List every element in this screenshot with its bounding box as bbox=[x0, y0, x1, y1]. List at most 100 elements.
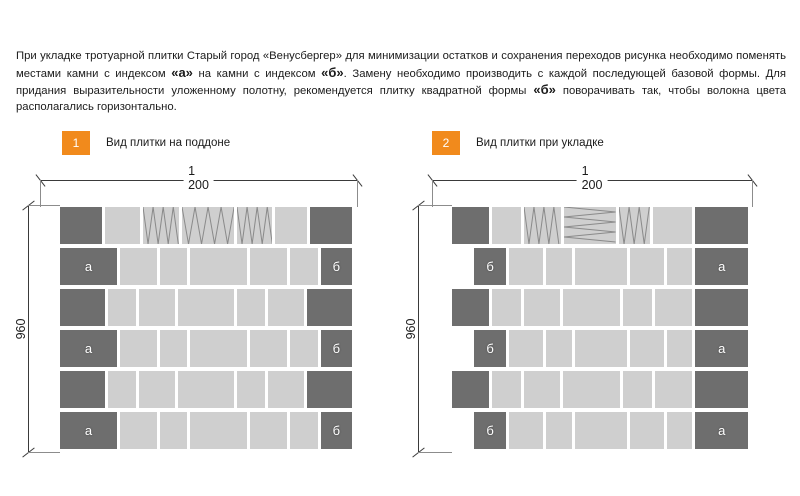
tile-hatched-vertical bbox=[181, 207, 234, 244]
tile-label: б bbox=[332, 259, 341, 274]
tile bbox=[268, 289, 305, 326]
tile-label: а bbox=[718, 259, 726, 274]
tile-row bbox=[60, 289, 352, 326]
tile bbox=[623, 371, 653, 408]
tile-b: б bbox=[474, 248, 507, 285]
tile bbox=[509, 412, 544, 449]
tile bbox=[178, 371, 234, 408]
tile-label: б bbox=[332, 341, 341, 356]
tile-a: а bbox=[695, 330, 748, 367]
extension-line-top bbox=[418, 205, 452, 206]
tile-row bbox=[60, 207, 352, 244]
panel-1-header: 1 Вид плитки на поддоне bbox=[62, 131, 230, 155]
tile bbox=[120, 248, 157, 285]
tile bbox=[563, 371, 621, 408]
tile bbox=[178, 289, 234, 326]
tile-row bbox=[452, 371, 748, 408]
tile-label: а bbox=[84, 341, 93, 356]
tile bbox=[546, 248, 572, 285]
tile bbox=[120, 412, 157, 449]
tile bbox=[250, 330, 288, 367]
tile-b: б bbox=[474, 330, 507, 367]
tile bbox=[523, 289, 561, 326]
dimension-line-vertical bbox=[28, 205, 29, 452]
tile-label: а bbox=[84, 259, 93, 274]
tile-row bbox=[60, 371, 352, 408]
tile bbox=[630, 330, 664, 367]
tile bbox=[139, 289, 176, 326]
dimension-line-vertical bbox=[418, 205, 419, 452]
tile bbox=[105, 207, 141, 244]
tile-b: б bbox=[474, 412, 507, 449]
tile bbox=[694, 371, 748, 408]
tile-hatched-vertical bbox=[618, 207, 650, 244]
tile bbox=[491, 207, 522, 244]
tile bbox=[309, 207, 352, 244]
tile bbox=[159, 330, 188, 367]
panel-2-badge: 2 bbox=[432, 131, 460, 155]
tile bbox=[452, 289, 489, 326]
tile bbox=[190, 248, 248, 285]
panel-1-badge: 1 bbox=[62, 131, 90, 155]
width-dimension-label: 1 200 bbox=[576, 164, 608, 192]
tile-b: б bbox=[320, 412, 352, 449]
tile bbox=[60, 207, 103, 244]
tile bbox=[509, 248, 544, 285]
tile bbox=[452, 371, 489, 408]
tile bbox=[574, 248, 628, 285]
tile-a: а bbox=[60, 248, 117, 285]
tile bbox=[307, 289, 352, 326]
tile-row bbox=[452, 207, 748, 244]
tile-label: а bbox=[84, 423, 93, 438]
tile bbox=[655, 371, 692, 408]
extension-line-bottom bbox=[28, 452, 60, 453]
tile bbox=[290, 330, 318, 367]
tile bbox=[159, 248, 188, 285]
tile-label: б bbox=[486, 423, 494, 438]
tile bbox=[630, 412, 664, 449]
tile bbox=[307, 371, 352, 408]
tile-a: а bbox=[695, 248, 748, 285]
tile bbox=[652, 207, 692, 244]
width-dimension-label: 1 200 bbox=[183, 164, 214, 192]
tile-row bbox=[452, 289, 748, 326]
tile bbox=[546, 330, 572, 367]
extension-line-right bbox=[752, 180, 753, 207]
tile-label: а bbox=[718, 341, 726, 356]
tile bbox=[491, 289, 521, 326]
tile-a: а bbox=[695, 412, 748, 449]
tile-label: а bbox=[718, 423, 726, 438]
tile bbox=[290, 248, 318, 285]
extension-line-right bbox=[357, 180, 358, 207]
tile bbox=[574, 412, 628, 449]
tile bbox=[655, 289, 692, 326]
panel-2-title: Вид плитки при укладке bbox=[476, 137, 604, 149]
tile bbox=[667, 412, 693, 449]
tile bbox=[190, 412, 248, 449]
tile bbox=[523, 371, 561, 408]
tile bbox=[667, 248, 693, 285]
tile bbox=[491, 371, 521, 408]
tile-hatched-vertical bbox=[236, 207, 273, 244]
tile bbox=[623, 289, 653, 326]
tile bbox=[139, 371, 176, 408]
tile bbox=[120, 330, 157, 367]
extension-line-bottom bbox=[418, 452, 452, 453]
height-dimension-label: 960 bbox=[404, 313, 418, 344]
extension-line-left bbox=[432, 180, 433, 207]
tile-hatched-horizontal bbox=[564, 207, 616, 244]
tile bbox=[630, 248, 664, 285]
tile-label: б bbox=[486, 259, 494, 274]
tile-label: б bbox=[332, 423, 341, 438]
tile bbox=[509, 330, 544, 367]
tile bbox=[60, 289, 105, 326]
tile bbox=[190, 330, 248, 367]
tile bbox=[250, 248, 288, 285]
tile bbox=[574, 330, 628, 367]
tile bbox=[268, 371, 305, 408]
